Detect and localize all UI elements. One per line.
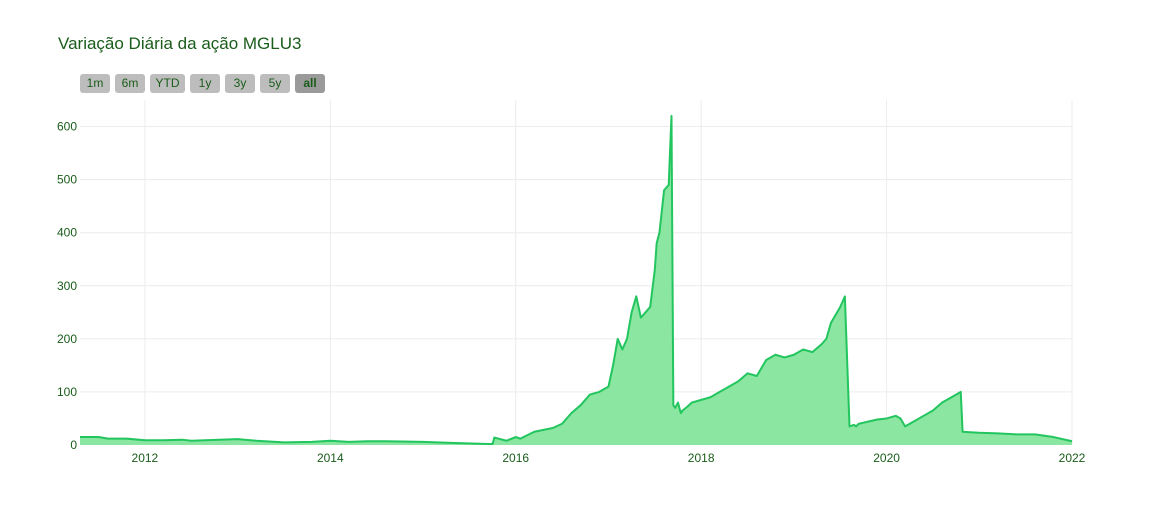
- y-tick-label-400: 400: [57, 226, 77, 240]
- y-tick-label-0: 0: [70, 438, 77, 452]
- range-button-3y[interactable]: 3y: [225, 74, 255, 93]
- y-tick-label-100: 100: [57, 385, 77, 399]
- range-button-6m[interactable]: 6m: [115, 74, 145, 93]
- x-tick-label-2012: 2012: [132, 451, 159, 465]
- x-tick-label-2014: 2014: [317, 451, 344, 465]
- x-tick-label-2016: 2016: [502, 451, 529, 465]
- range-button-1m[interactable]: 1m: [80, 74, 110, 93]
- series-area-0: [80, 115, 1072, 446]
- range-button-all[interactable]: all: [295, 74, 325, 93]
- y-tick-label-300: 300: [57, 279, 77, 293]
- x-tick-label-2018: 2018: [688, 451, 715, 465]
- y-tick-label-200: 200: [57, 332, 77, 346]
- range-button-5y[interactable]: 5y: [260, 74, 290, 93]
- x-tick-label-2022: 2022: [1059, 451, 1086, 465]
- y-tick-label-600: 600: [57, 120, 77, 134]
- chart-title: Variação Diária da ação MGLU3: [58, 34, 302, 53]
- x-tick-label-2020: 2020: [873, 451, 900, 465]
- y-tick-label-500: 500: [57, 173, 77, 187]
- range-button-1y[interactable]: 1y: [190, 74, 220, 93]
- range-button-ytd[interactable]: YTD: [150, 74, 185, 93]
- series-line-0: [80, 114, 1073, 445]
